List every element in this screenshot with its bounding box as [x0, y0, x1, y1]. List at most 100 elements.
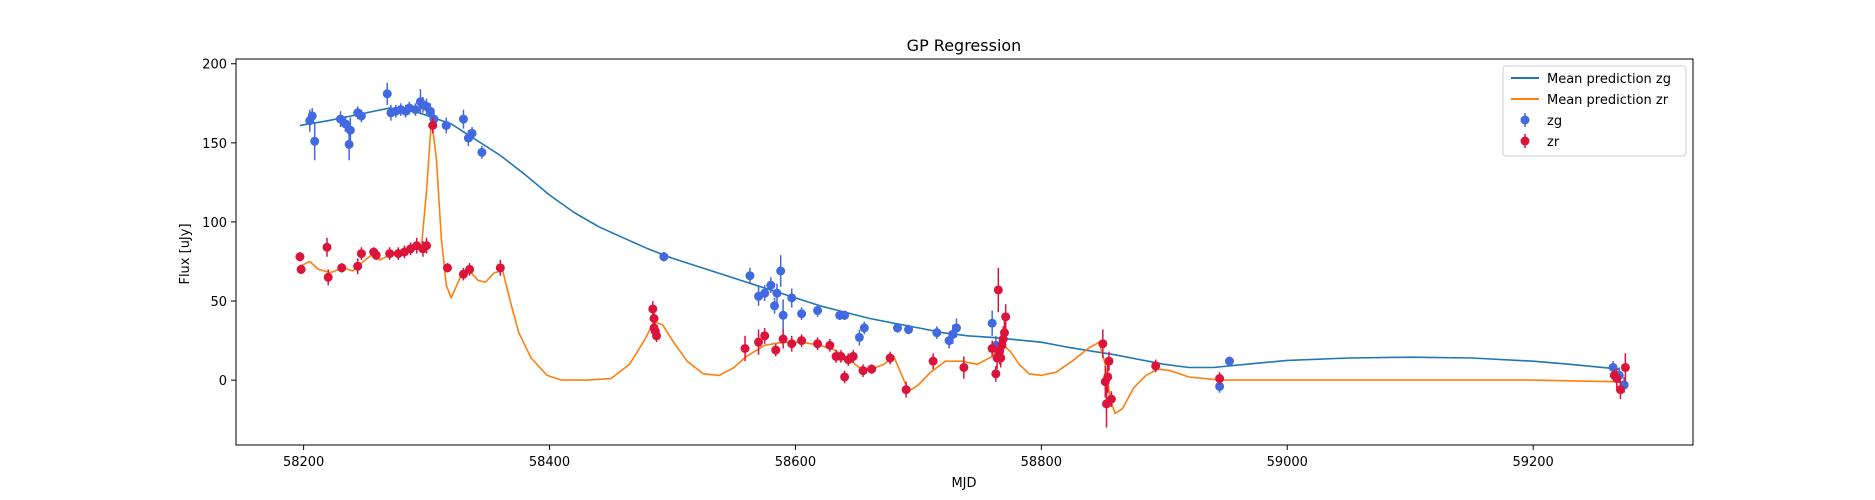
data-point — [996, 353, 1006, 363]
data-point — [952, 323, 962, 333]
data-point — [652, 331, 662, 341]
data-point — [428, 120, 438, 130]
plot-frame — [235, 58, 1694, 446]
x-tick-label: 58400 — [529, 455, 570, 470]
series-points-zr — [295, 117, 1630, 428]
legend-swatch-marker — [1520, 115, 1530, 125]
data-point — [1151, 361, 1161, 371]
y-axis-label: Flux [uJy] — [178, 223, 193, 284]
data-point — [495, 263, 505, 273]
legend-box — [1502, 65, 1687, 157]
data-point — [770, 301, 780, 311]
data-point — [1215, 374, 1225, 384]
data-point — [337, 263, 347, 273]
data-point — [1106, 394, 1116, 404]
data-point — [477, 147, 487, 157]
x-tick-label: 58200 — [283, 455, 324, 470]
data-point — [353, 261, 363, 271]
data-point — [1103, 372, 1113, 382]
data-point — [867, 364, 877, 374]
data-point — [825, 340, 835, 350]
data-point — [442, 263, 452, 273]
data-point — [310, 136, 320, 146]
legend-label: zg — [1547, 114, 1562, 129]
data-point — [892, 323, 902, 333]
data-point — [1224, 356, 1234, 366]
data-point — [356, 111, 366, 121]
data-point — [993, 285, 1003, 295]
data-point — [1098, 339, 1108, 349]
x-axis: 58200 58400 58600 58800 59000 59200 — [283, 445, 1554, 470]
data-point — [1615, 385, 1625, 395]
data-point — [344, 139, 354, 149]
data-point — [1620, 362, 1630, 372]
data-point — [345, 125, 355, 135]
data-point — [649, 313, 659, 323]
data-point — [295, 252, 305, 262]
data-point — [787, 293, 797, 303]
data-point — [340, 119, 350, 129]
data-point — [760, 288, 770, 298]
data-point — [813, 339, 823, 349]
x-tick-label: 59000 — [1267, 455, 1308, 470]
data-point — [840, 310, 850, 320]
data-point — [771, 345, 781, 355]
data-point — [1608, 362, 1618, 372]
legend: Mean prediction zg Mean prediction zr zg zr — [1502, 65, 1687, 157]
series-line-mean-prediction-zr — [299, 118, 1620, 415]
data-point — [987, 318, 997, 328]
data-point — [371, 250, 381, 260]
data-point — [959, 362, 969, 372]
data-point — [999, 328, 1009, 338]
data-point — [840, 372, 850, 382]
y-tick-label: 0 — [219, 374, 227, 389]
legend-swatch-marker — [1520, 136, 1530, 146]
data-point — [904, 325, 914, 335]
data-point — [991, 369, 1001, 379]
y-tick-label: 150 — [202, 137, 227, 152]
data-point — [425, 106, 435, 116]
data-point — [987, 344, 997, 353]
data-point — [385, 249, 395, 259]
data-point — [1612, 374, 1622, 384]
data-point — [467, 128, 477, 138]
data-point — [787, 339, 797, 349]
x-tick-label: 58600 — [775, 455, 816, 470]
data-point — [422, 241, 432, 251]
data-point — [441, 120, 451, 130]
data-point — [745, 271, 755, 281]
data-point — [1104, 356, 1114, 366]
series-line-mean-prediction-zg — [299, 107, 1620, 370]
data-point — [797, 336, 807, 346]
data-point — [859, 323, 869, 333]
data-point — [1001, 312, 1011, 322]
data-point — [813, 306, 823, 316]
data-point — [858, 366, 868, 376]
data-point — [411, 105, 421, 115]
data-point — [648, 304, 658, 314]
data-point — [836, 351, 846, 361]
data-point — [854, 332, 864, 342]
y-axis: 0 50 100 150 200 — [202, 58, 236, 389]
legend-label: Mean prediction zr — [1547, 93, 1669, 108]
data-point — [296, 264, 306, 274]
data-point — [659, 252, 669, 262]
data-point — [778, 310, 788, 320]
legend-label: zr — [1547, 135, 1560, 150]
data-point — [458, 269, 468, 279]
x-tick-label: 59200 — [1512, 455, 1553, 470]
data-point — [928, 356, 938, 366]
chart-title: GP Regression — [907, 36, 1022, 55]
y-tick-label: 100 — [202, 216, 227, 231]
x-tick-label: 58800 — [1021, 455, 1062, 470]
data-point — [307, 111, 317, 121]
data-point — [760, 331, 770, 341]
data-point — [848, 351, 858, 361]
series-points-zg — [305, 82, 1629, 393]
data-point — [382, 89, 392, 99]
data-point — [465, 264, 475, 274]
data-point — [356, 249, 366, 259]
x-axis-label: MJD — [951, 476, 976, 491]
data-point — [323, 272, 333, 282]
